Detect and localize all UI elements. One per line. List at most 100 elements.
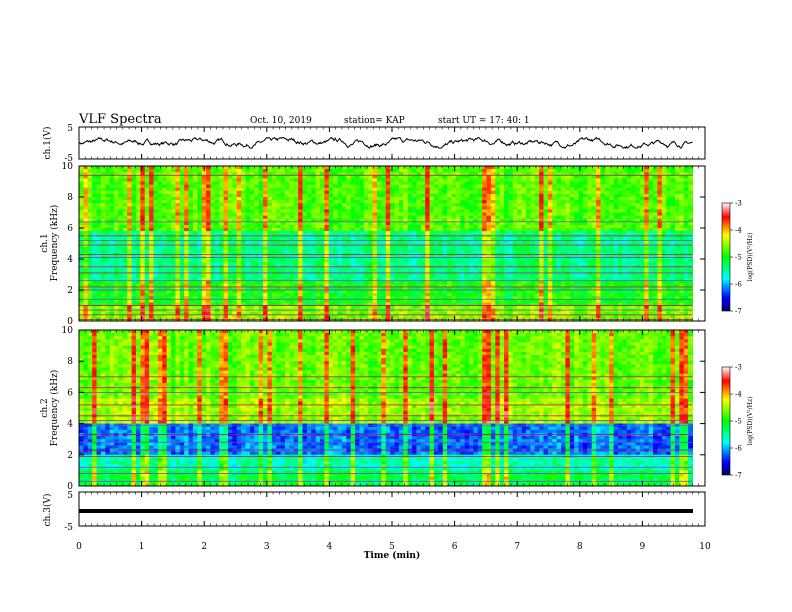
spectrogram-cell: [122, 169, 128, 173]
spectrogram-cell: [83, 197, 89, 201]
spectrogram-cell: [609, 178, 615, 183]
spectrogram-cell: [109, 224, 115, 229]
spectrogram-cell: [407, 181, 413, 186]
spectrogram-cell: [683, 169, 689, 173]
spectrogram-cell: [249, 193, 255, 198]
spectrogram-cell: [495, 206, 501, 210]
spectrogram-cell: [320, 259, 325, 263]
spectrogram-cell: [337, 190, 343, 195]
spectrogram-cell: [166, 218, 172, 223]
spectrogram-cell: [469, 228, 474, 232]
spectrogram-cell: [530, 246, 536, 251]
spectrogram-cell: [135, 209, 141, 214]
spectrogram-cell: [315, 190, 321, 195]
spectrogram-cell: [499, 197, 505, 201]
spectrogram-cell: [157, 209, 163, 214]
spectrogram-cell: [688, 228, 693, 232]
spectrogram-cell: [543, 190, 549, 195]
spectrogram-cell: [394, 181, 400, 186]
spectrogram-cell: [188, 259, 194, 263]
spectrogram-cell: [653, 193, 659, 198]
spectrogram-cell: [539, 249, 545, 254]
spectrogram-cell: [368, 228, 374, 232]
spectrogram-cell: [477, 221, 483, 226]
spectrogram-cell: [372, 231, 378, 235]
spectrogram-cell: [337, 246, 343, 251]
spectrogram-cell: [442, 209, 448, 214]
spectrogram-cell: [280, 221, 286, 226]
spectrogram-cell: [236, 249, 242, 254]
spectrogram-cell: [100, 197, 106, 201]
spectrogram-cell: [232, 197, 238, 201]
spectrogram-cell: [350, 259, 356, 263]
spectrogram-cell: [311, 221, 317, 226]
spectrogram-cell: [561, 181, 566, 186]
spectrogram-cell: [552, 181, 558, 186]
spectrogram-cell: [372, 172, 378, 176]
spectrogram-cell: [412, 221, 418, 226]
spectrogram-cell: [232, 246, 238, 251]
spectrogram-cell: [631, 181, 637, 186]
spectrogram-cell: [100, 268, 106, 272]
spectrogram-cell: [433, 178, 439, 183]
spectrogram-cell: [276, 221, 282, 226]
spectrogram-cell: [201, 197, 207, 201]
spectrogram-cell: [197, 193, 203, 198]
spectrogram-cell: [127, 249, 133, 254]
spectrogram-cell: [626, 209, 632, 214]
spectrogram-cell: [385, 212, 391, 217]
spectrogram-cell: [263, 274, 269, 279]
spectrogram-cell: [140, 190, 146, 195]
spectrogram-cell: [153, 274, 159, 279]
spectrogram-cell: [420, 231, 426, 235]
spectrogram-cell: [512, 184, 518, 189]
spectrogram-cell: [131, 268, 137, 272]
spectrogram-cell: [306, 218, 312, 223]
spectrogram-cell: [447, 197, 453, 201]
spectrogram-cell: [267, 197, 273, 201]
spectrogram-cell: [188, 221, 194, 226]
spectrogram-cell: [508, 175, 514, 179]
spectrogram-cell: [162, 215, 168, 220]
spectrogram-cell: [539, 218, 545, 223]
spectrogram-cell: [539, 193, 545, 198]
spectrogram-cell: [236, 200, 242, 204]
spectrogram-cell: [539, 187, 545, 192]
spectrogram-cell: [490, 181, 496, 186]
spectrogram-cell: [355, 169, 361, 173]
spectrogram-cell: [683, 237, 689, 241]
spectrogram-cell: [644, 190, 650, 195]
spectrogram-cell: [227, 190, 233, 195]
spectrogram-cell: [241, 184, 247, 189]
spectrogram-cell: [298, 246, 304, 251]
spectrogram-cell: [521, 218, 527, 223]
spectrogram-cell: [118, 181, 124, 186]
spectrogram-cell: [508, 262, 514, 266]
spectrogram-cell: [289, 184, 295, 189]
spectrogram-cell: [460, 184, 466, 189]
spectrogram-cell: [171, 206, 176, 210]
spectrogram-cell: [521, 203, 527, 207]
spectrogram-cell: [394, 166, 400, 170]
spectrogram-cell: [534, 175, 540, 179]
spectrogram-cell: [153, 209, 159, 214]
spectrogram-cell: [635, 209, 641, 214]
spectrogram-cell: [508, 172, 514, 176]
spectrogram-cell: [688, 178, 693, 183]
spectrogram-cell: [118, 206, 124, 210]
spectrogram-cell: [574, 190, 580, 195]
spectrogram-cell: [271, 193, 277, 198]
spectrogram-cell: [512, 218, 518, 223]
spectrogram-cell: [552, 228, 558, 232]
spectrogram-cell: [171, 215, 176, 220]
spectrogram-cell: [412, 190, 418, 195]
spectrogram-cell: [552, 224, 558, 229]
spectrogram-cell: [206, 228, 212, 232]
spectrogram-cell: [433, 206, 439, 210]
spectrogram-cell: [486, 200, 492, 204]
spectrogram-cell: [469, 200, 474, 204]
spectrogram-cell: [214, 172, 220, 176]
spectrogram-cell: [315, 237, 321, 241]
spectrogram-cell: [591, 231, 597, 235]
spectrogram-cell: [197, 249, 203, 254]
